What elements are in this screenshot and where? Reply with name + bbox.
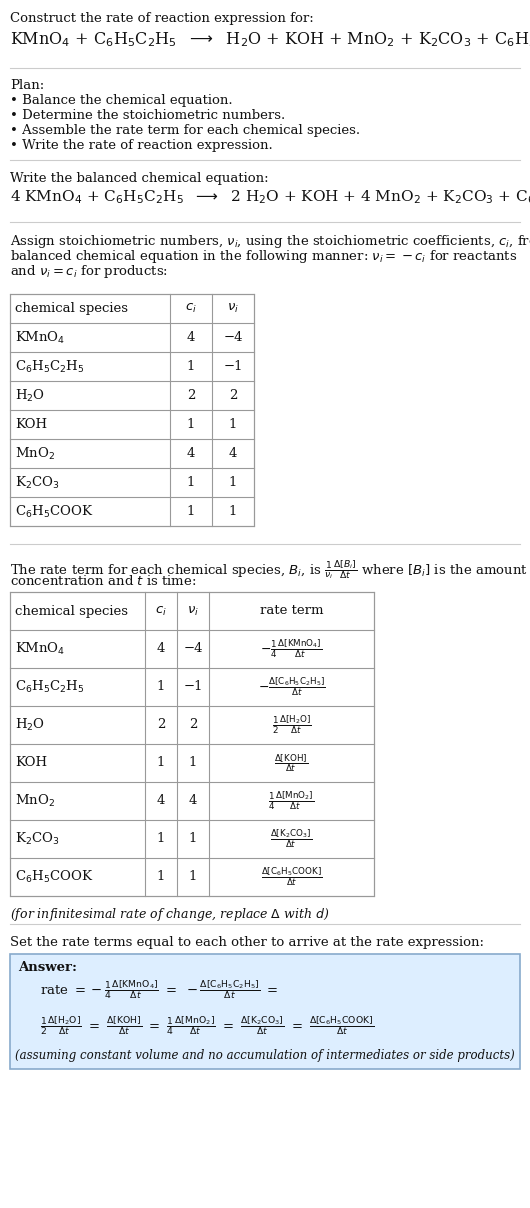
- Text: 4: 4: [187, 331, 195, 344]
- Text: MnO$_2$: MnO$_2$: [15, 792, 55, 809]
- Text: −1: −1: [183, 680, 203, 693]
- Text: 1: 1: [229, 418, 237, 431]
- Text: and $\nu_i = c_i$ for products:: and $\nu_i = c_i$ for products:: [10, 263, 168, 280]
- Text: KMnO$_4$ + C$_6$H$_5$C$_2$H$_5$  $\longrightarrow$  H$_2$O + KOH + MnO$_2$ + K$_: KMnO$_4$ + C$_6$H$_5$C$_2$H$_5$ $\longri…: [10, 30, 530, 48]
- Text: 1: 1: [157, 756, 165, 769]
- Text: Answer:: Answer:: [18, 962, 77, 974]
- Text: Construct the rate of reaction expression for:: Construct the rate of reaction expressio…: [10, 12, 314, 25]
- Text: • Balance the chemical equation.: • Balance the chemical equation.: [10, 94, 233, 108]
- Text: chemical species: chemical species: [15, 302, 128, 315]
- Text: chemical species: chemical species: [15, 604, 128, 617]
- Text: $\nu_i$: $\nu_i$: [227, 302, 239, 315]
- FancyBboxPatch shape: [10, 954, 520, 1069]
- Text: 4: 4: [229, 447, 237, 460]
- Text: 1: 1: [187, 476, 195, 489]
- Text: $c_i$: $c_i$: [155, 604, 167, 617]
- Text: $\frac{\Delta[\mathrm{K_2CO_3}]}{\Delta t}$: $\frac{\Delta[\mathrm{K_2CO_3}]}{\Delta …: [270, 827, 313, 850]
- Text: 2: 2: [229, 389, 237, 402]
- Text: C$_6$H$_5$C$_2$H$_5$: C$_6$H$_5$C$_2$H$_5$: [15, 359, 85, 374]
- Text: 1: 1: [187, 360, 195, 373]
- Text: 1: 1: [187, 505, 195, 518]
- Text: 4: 4: [189, 795, 197, 807]
- Text: −4: −4: [183, 643, 203, 656]
- Text: $-\frac{1}{4}\frac{\Delta[\mathrm{KMnO_4}]}{\Delta t}$: $-\frac{1}{4}\frac{\Delta[\mathrm{KMnO_4…: [260, 638, 323, 661]
- Text: 1: 1: [189, 832, 197, 846]
- Bar: [10, 294, 254, 525]
- Text: C$_6$H$_5$COOK: C$_6$H$_5$COOK: [15, 869, 93, 885]
- Text: C$_6$H$_5$C$_2$H$_5$: C$_6$H$_5$C$_2$H$_5$: [15, 679, 85, 695]
- Text: K$_2$CO$_3$: K$_2$CO$_3$: [15, 831, 59, 847]
- Text: rate $= -\frac{1}{4}\frac{\Delta[\mathrm{KMnO_4}]}{\Delta t}\ =\ -\frac{\Delta[\: rate $= -\frac{1}{4}\frac{\Delta[\mathrm…: [40, 978, 278, 1001]
- Text: $\frac{1}{2}\frac{\Delta[\mathrm{H_2O}]}{\Delta t}\ =\ \frac{\Delta[\mathrm{KOH}: $\frac{1}{2}\frac{\Delta[\mathrm{H_2O}]}…: [40, 1014, 374, 1036]
- Text: 1: 1: [189, 756, 197, 769]
- Text: H$_2$O: H$_2$O: [15, 718, 45, 733]
- Text: −1: −1: [223, 360, 243, 373]
- Text: 4: 4: [157, 643, 165, 656]
- Text: $-\frac{\Delta[\mathrm{C_6H_5C_2H_5}]}{\Delta t}$: $-\frac{\Delta[\mathrm{C_6H_5C_2H_5}]}{\…: [258, 675, 325, 698]
- Text: (for infinitesimal rate of change, replace $\Delta$ with $d$): (for infinitesimal rate of change, repla…: [10, 906, 329, 923]
- Text: $c_i$: $c_i$: [185, 302, 197, 315]
- Text: $\frac{1}{4}\frac{\Delta[\mathrm{MnO_2}]}{\Delta t}$: $\frac{1}{4}\frac{\Delta[\mathrm{MnO_2}]…: [268, 790, 315, 812]
- Text: MnO$_2$: MnO$_2$: [15, 446, 55, 461]
- Text: H$_2$O: H$_2$O: [15, 388, 45, 403]
- Text: K$_2$CO$_3$: K$_2$CO$_3$: [15, 475, 59, 490]
- Text: KMnO$_4$: KMnO$_4$: [15, 641, 65, 657]
- Text: 1: 1: [229, 476, 237, 489]
- Text: 4: 4: [187, 447, 195, 460]
- Text: −4: −4: [223, 331, 243, 344]
- Text: Write the balanced chemical equation:: Write the balanced chemical equation:: [10, 172, 269, 185]
- Text: 2: 2: [187, 389, 195, 402]
- Text: 2: 2: [189, 719, 197, 732]
- Text: $\frac{\Delta[\mathrm{KOH}]}{\Delta t}$: $\frac{\Delta[\mathrm{KOH}]}{\Delta t}$: [275, 753, 308, 774]
- Text: 1: 1: [157, 871, 165, 883]
- Text: The rate term for each chemical species, $B_i$, is $\frac{1}{\nu_i}\frac{\Delta[: The rate term for each chemical species,…: [10, 558, 528, 581]
- Text: $\nu_i$: $\nu_i$: [187, 604, 199, 617]
- Text: KOH: KOH: [15, 756, 47, 769]
- Text: balanced chemical equation in the following manner: $\nu_i = -c_i$ for reactants: balanced chemical equation in the follow…: [10, 248, 517, 265]
- Text: $\frac{\Delta[\mathrm{C_6H_5COOK}]}{\Delta t}$: $\frac{\Delta[\mathrm{C_6H_5COOK}]}{\Del…: [261, 866, 322, 888]
- Text: 1: 1: [157, 680, 165, 693]
- Text: Assign stoichiometric numbers, $\nu_i$, using the stoichiometric coefficients, $: Assign stoichiometric numbers, $\nu_i$, …: [10, 233, 530, 250]
- Text: rate term: rate term: [260, 604, 323, 617]
- Text: KMnO$_4$: KMnO$_4$: [15, 330, 65, 345]
- Text: $\frac{1}{2}\frac{\Delta[\mathrm{H_2O}]}{\Delta t}$: $\frac{1}{2}\frac{\Delta[\mathrm{H_2O}]}…: [272, 714, 311, 737]
- Text: 1: 1: [189, 871, 197, 883]
- Text: 1: 1: [229, 505, 237, 518]
- Text: 4 KMnO$_4$ + C$_6$H$_5$C$_2$H$_5$  $\longrightarrow$  2 H$_2$O + KOH + 4 MnO$_2$: 4 KMnO$_4$ + C$_6$H$_5$C$_2$H$_5$ $\long…: [10, 188, 530, 205]
- Text: • Assemble the rate term for each chemical species.: • Assemble the rate term for each chemic…: [10, 124, 360, 137]
- Text: • Determine the stoichiometric numbers.: • Determine the stoichiometric numbers.: [10, 109, 285, 122]
- Text: 1: 1: [157, 832, 165, 846]
- Text: 4: 4: [157, 795, 165, 807]
- Text: KOH: KOH: [15, 418, 47, 431]
- Text: • Write the rate of reaction expression.: • Write the rate of reaction expression.: [10, 139, 273, 152]
- Text: Set the rate terms equal to each other to arrive at the rate expression:: Set the rate terms equal to each other t…: [10, 936, 484, 949]
- Text: concentration and $t$ is time:: concentration and $t$ is time:: [10, 574, 197, 588]
- Text: 1: 1: [187, 418, 195, 431]
- Text: Plan:: Plan:: [10, 79, 44, 92]
- Text: C$_6$H$_5$COOK: C$_6$H$_5$COOK: [15, 504, 93, 519]
- Text: 2: 2: [157, 719, 165, 732]
- Text: (assuming constant volume and no accumulation of intermediates or side products): (assuming constant volume and no accumul…: [15, 1049, 515, 1062]
- Bar: [10, 592, 374, 896]
